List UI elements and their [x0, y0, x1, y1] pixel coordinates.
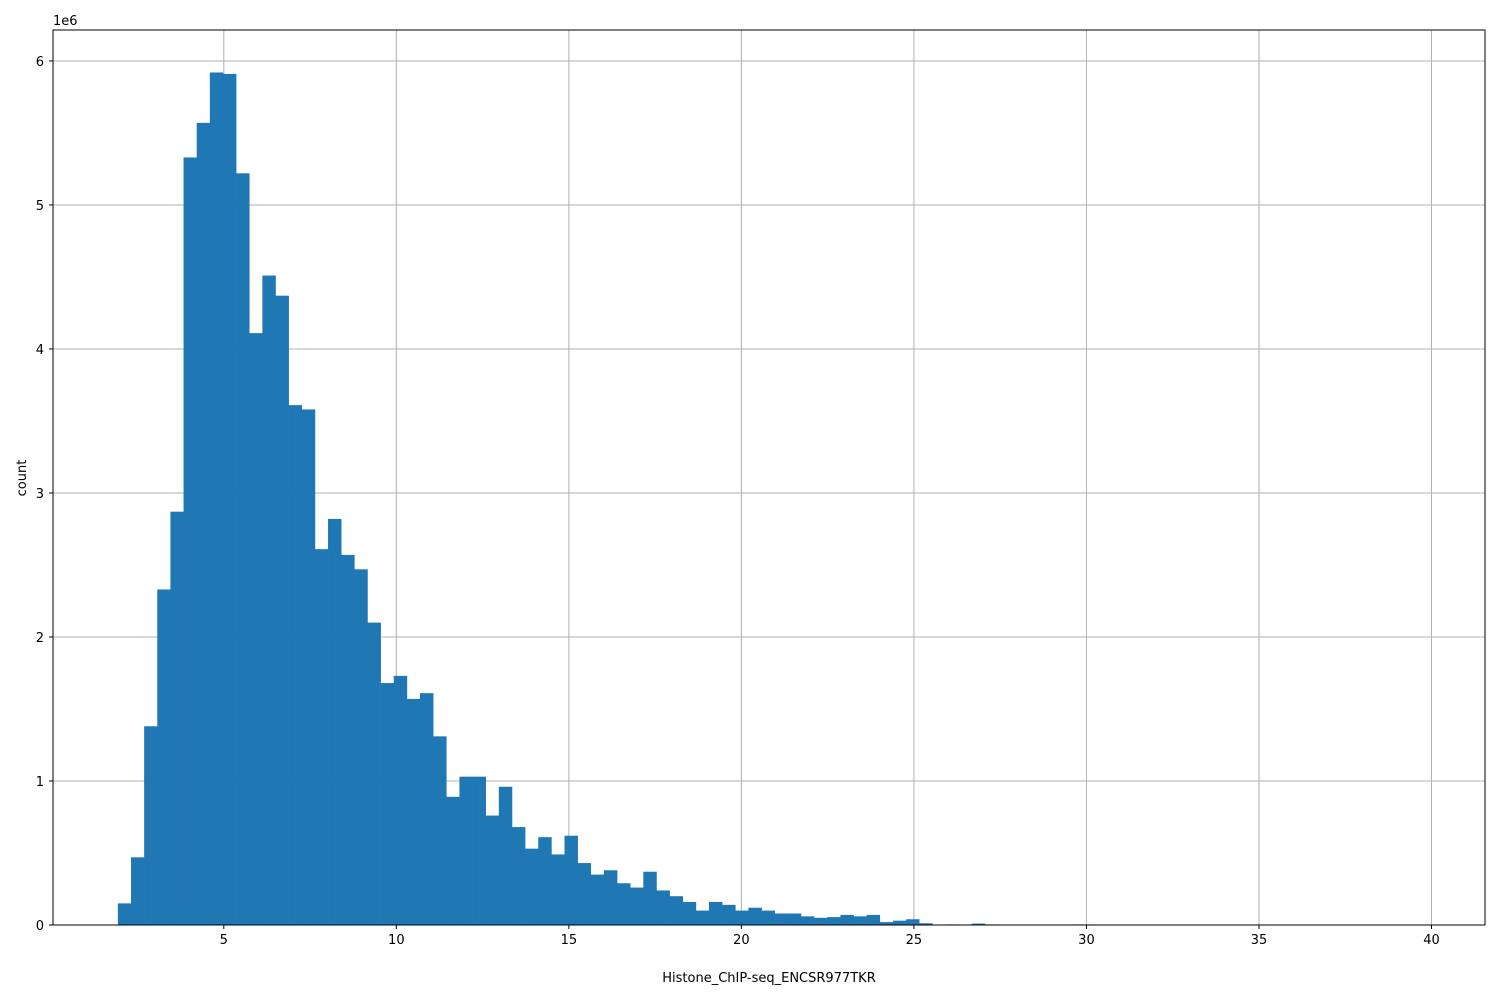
- histogram-bar: [301, 409, 316, 925]
- x-tick-label: 5: [220, 933, 228, 948]
- x-tick-label: 40: [1423, 933, 1440, 948]
- histogram-bar: [446, 796, 460, 925]
- histogram-bar: [341, 554, 355, 925]
- histogram-bar: [433, 736, 447, 925]
- histogram-bar: [695, 910, 710, 925]
- bars: [117, 72, 1091, 926]
- histogram-bar: [643, 871, 657, 925]
- histogram-bar: [971, 923, 986, 925]
- histogram-bar: [406, 698, 421, 925]
- y-offset-label: 1e6: [53, 14, 78, 29]
- x-tick-label: 25: [906, 933, 923, 948]
- histogram-bar: [892, 920, 907, 925]
- histogram-bar: [354, 569, 368, 925]
- y-axis: 0 1 2 3 4 5 6: [36, 55, 53, 934]
- histogram-bar: [748, 907, 762, 925]
- histogram-bar: [840, 914, 854, 925]
- histogram-bar: [709, 901, 723, 925]
- histogram-bar: [906, 919, 920, 925]
- histogram-bar: [787, 913, 802, 925]
- histogram-bar: [367, 622, 381, 925]
- y-tick-label: 6: [36, 55, 44, 70]
- x-axis-label: Histone_ChIP-seq_ENCSR977TKR: [662, 971, 875, 986]
- histogram-bar: [866, 914, 881, 925]
- histogram-bar: [774, 913, 789, 925]
- histogram-bar: [761, 910, 775, 925]
- histogram-bar: [498, 786, 513, 925]
- y-tick-label: 0: [36, 919, 44, 934]
- histogram-bar: [393, 675, 408, 925]
- histogram-bar: [131, 857, 145, 925]
- histogram-bar: [144, 726, 158, 925]
- histogram-bar: [853, 916, 867, 925]
- histogram-bar: [157, 589, 171, 925]
- histogram-bar: [420, 693, 434, 925]
- histogram-bar: [630, 887, 644, 925]
- x-tick-label: 35: [1251, 933, 1268, 948]
- x-tick-label: 30: [1078, 933, 1095, 948]
- histogram-bar: [656, 890, 670, 925]
- x-tick-label: 20: [733, 933, 750, 948]
- histogram-bar: [525, 848, 539, 925]
- histogram-bar: [314, 549, 329, 925]
- histogram-bar: [262, 275, 276, 925]
- histogram-bar: [196, 122, 211, 925]
- histogram-bar: [564, 835, 578, 925]
- histogram-bar: [722, 904, 736, 925]
- histogram-bar: [919, 923, 933, 925]
- histogram-bar: [617, 883, 631, 925]
- histogram-bar: [603, 870, 618, 925]
- x-tick-label: 15: [561, 933, 578, 948]
- histogram-bar: [682, 901, 697, 925]
- histogram-bar: [577, 863, 592, 925]
- y-tick-label: 2: [36, 631, 44, 646]
- x-tick-label: 10: [388, 933, 405, 948]
- histogram-bar: [328, 518, 342, 925]
- histogram-bar: [380, 683, 395, 925]
- plot-frame: [52, 29, 1486, 926]
- y-tick-label: 5: [36, 199, 44, 214]
- histogram-bar: [735, 910, 749, 925]
- histogram-bar: [669, 896, 684, 925]
- histogram-bar: [117, 903, 132, 925]
- histogram-bar: [170, 511, 184, 925]
- y-tick-label: 3: [36, 487, 44, 502]
- histogram-bar: [288, 405, 303, 925]
- y-axis-label: count: [15, 460, 30, 497]
- y-tick-label: 1: [36, 775, 44, 790]
- histogram-bar: [209, 72, 224, 926]
- histogram-bar: [879, 922, 894, 925]
- histogram-bar: [814, 917, 828, 925]
- x-axis: 5 10 15 20 25 30 35 40: [220, 925, 1440, 948]
- histogram-bar: [472, 776, 486, 925]
- histogram-bar: [800, 916, 815, 925]
- histogram-bar: [511, 827, 526, 925]
- histogram-bar: [183, 157, 197, 926]
- histogram-bar: [827, 917, 841, 925]
- histogram-bar: [459, 776, 473, 925]
- histogram-bar: [222, 73, 237, 925]
- histogram-bar: [485, 815, 500, 925]
- histogram-bar: [249, 333, 263, 925]
- histogram-bar: [551, 854, 565, 925]
- histogram-bar: [275, 295, 289, 925]
- histogram-bar: [236, 173, 250, 926]
- y-tick-label: 4: [36, 343, 44, 358]
- histogram-bar: [590, 874, 605, 925]
- histogram-bar: [538, 837, 552, 925]
